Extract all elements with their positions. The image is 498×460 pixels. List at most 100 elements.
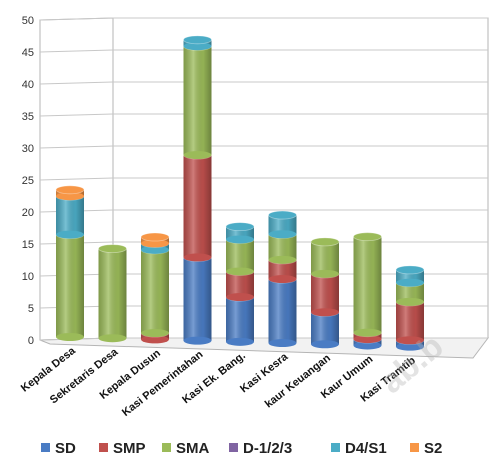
bar-segment-bottom	[98, 334, 127, 343]
y-tick-label: 50	[22, 15, 34, 27]
bar-segment-top	[310, 237, 340, 247]
bar-segment-bottom	[183, 151, 212, 160]
bar-stack	[140, 232, 170, 344]
bar-segment-top	[225, 222, 255, 232]
bar-segment-bottom	[268, 230, 297, 239]
bar-segment-top	[98, 244, 127, 254]
bar-segment-shade	[311, 241, 339, 274]
bar-segment-bottom	[353, 341, 382, 350]
bar-segment-bottom	[183, 253, 212, 262]
bar-stack	[268, 210, 297, 348]
bar-stack	[183, 35, 212, 345]
bar-segment-shade	[226, 239, 254, 272]
bar-segment-shade	[141, 249, 169, 334]
bar-segment-bottom	[226, 267, 254, 276]
bars	[55, 35, 425, 351]
y-tick-label: 25	[22, 175, 34, 187]
legend-swatch	[162, 443, 171, 452]
bar-segment-shade	[98, 248, 127, 339]
bar-stack	[395, 265, 425, 351]
legend-item: SMA	[162, 440, 210, 457]
bar-segment-bottom	[396, 336, 424, 345]
bar-segment-top	[395, 265, 425, 275]
bar-segment-bottom	[183, 42, 212, 51]
y-tick-label: 20	[22, 207, 34, 219]
legend-label: D-1/2/3	[243, 440, 292, 457]
legend-label: SMA	[176, 440, 210, 457]
bar-segment-bottom	[396, 297, 424, 306]
bar-stack	[55, 185, 85, 341]
bar-segment-top	[140, 232, 170, 242]
bar-segment-bottom	[141, 335, 169, 344]
bar-segment-bottom	[268, 275, 297, 284]
legend-swatch	[41, 443, 50, 452]
bar-segment-bottom	[226, 293, 254, 302]
bar-segment-top	[353, 232, 382, 242]
bar-segment-shade	[183, 257, 212, 341]
gridline-side	[39, 145, 114, 149]
bar-segment-bottom	[56, 192, 84, 201]
y-tick-label: 35	[22, 111, 34, 123]
bar-segment-bottom	[56, 333, 84, 341]
bar-segment-top	[268, 210, 297, 220]
bar-segment-bottom	[311, 269, 339, 278]
y-tick-label: 30	[22, 143, 34, 155]
bar-segment-shade	[396, 301, 424, 341]
gridline-side	[39, 81, 114, 85]
gridline-side	[39, 17, 114, 21]
y-tick-label: 45	[22, 47, 34, 59]
bar-segment-bottom	[268, 339, 297, 348]
bar-segment-shade	[311, 312, 339, 345]
bar-segment-shade	[226, 271, 254, 298]
bar-segment-shade	[183, 46, 212, 156]
bar-segment-bottom	[56, 230, 84, 239]
legend-label: SMP	[113, 440, 146, 457]
bar-segment-top	[183, 35, 212, 45]
legend-label: SD	[55, 440, 76, 457]
bar-stack	[225, 222, 255, 346]
bar-segment-bottom	[268, 255, 297, 264]
bar-segment-shade	[311, 273, 339, 313]
bar-segment-shade	[268, 234, 297, 260]
legend-item: D-1/2/3	[229, 440, 292, 457]
bar-segment-shade	[268, 215, 297, 235]
legend-swatch	[99, 443, 108, 452]
bar-stack	[353, 232, 382, 350]
legend-swatch	[229, 443, 238, 452]
bar-segment-bottom	[141, 239, 169, 248]
bar-segment-shade	[396, 282, 424, 302]
category-label: Kasi Pemerintahan	[120, 348, 206, 419]
bar-segment-shade	[268, 259, 297, 280]
gridline-side	[39, 113, 114, 117]
bar-segment-shade	[226, 297, 254, 342]
bar-segment-bottom	[396, 278, 424, 287]
bar-segment-bottom	[141, 329, 169, 338]
bar-segment-bottom	[311, 340, 339, 349]
bar-segment-bottom	[353, 335, 382, 344]
y-axis-ticks: 0 5 10 15 20 25 30 35 40 45 50	[22, 15, 34, 347]
legend-item: SMP	[99, 440, 146, 457]
y-tick-label: 0	[28, 335, 34, 347]
y-tick-label: 5	[28, 303, 34, 315]
bar-segment-shade	[56, 196, 84, 235]
bar-segment-bottom	[226, 235, 254, 244]
bar-segment-shade	[183, 155, 212, 258]
bar-segment-bottom	[183, 336, 212, 345]
bar-stack	[98, 244, 127, 343]
bar-segment-bottom	[311, 308, 339, 317]
y-tick-label: 10	[22, 271, 34, 283]
bar-segment-shade	[268, 279, 297, 344]
legend: SD SMP SMA D-1/2/3 D4/S1 S2	[41, 440, 442, 457]
legend-swatch	[410, 443, 419, 452]
y-tick-label: 40	[22, 79, 34, 91]
legend-label: S2	[424, 440, 442, 457]
legend-item: D4/S1	[331, 440, 387, 457]
gridline-side	[39, 49, 114, 53]
legend-label: D4/S1	[345, 440, 387, 457]
bar-segment-shade	[56, 234, 84, 337]
legend-swatch	[331, 443, 340, 452]
bar-stack	[310, 237, 340, 349]
gridline-side	[39, 177, 114, 181]
